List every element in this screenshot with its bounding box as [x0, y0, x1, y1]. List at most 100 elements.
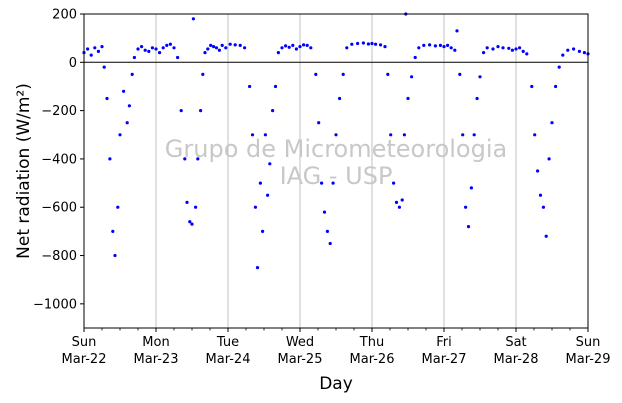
- data-point: [168, 42, 172, 46]
- data-point: [194, 205, 198, 209]
- data-point: [314, 72, 318, 76]
- data-point: [220, 43, 224, 48]
- data-point: [158, 51, 162, 55]
- data-point: [536, 169, 540, 173]
- data-point: [422, 43, 426, 48]
- x-tick-label-day: Mon: [142, 335, 169, 350]
- data-point: [266, 193, 270, 197]
- data-point: [201, 72, 205, 76]
- x-axis-label: Day: [319, 374, 353, 394]
- data-point: [350, 42, 354, 46]
- data-point: [501, 46, 505, 50]
- data-point: [572, 47, 576, 51]
- data-point: [386, 72, 390, 76]
- data-point: [258, 181, 262, 185]
- data-point: [317, 121, 321, 125]
- data-point: [280, 46, 284, 50]
- watermark: Grupo de Micrometeorologia IAG - USP: [165, 135, 507, 190]
- data-point: [541, 205, 546, 209]
- data-point: [472, 133, 476, 137]
- x-tick-label-date: Mar-27: [422, 352, 467, 367]
- data-point: [214, 46, 219, 50]
- data-point: [417, 46, 421, 50]
- data-point: [102, 65, 106, 69]
- data-point: [345, 46, 349, 50]
- data-point: [276, 51, 280, 55]
- x-tick-label-date: Mar-29: [566, 352, 611, 367]
- data-point: [491, 47, 495, 51]
- x-tick-label-day: Tue: [216, 335, 239, 350]
- x-tick-label-day: Sun: [576, 335, 601, 350]
- data-point: [191, 17, 195, 21]
- data-point: [533, 133, 537, 137]
- x-axis-ticks: Sun Mar-22 Mon Mar-23 Tue Mar-24 Wed Mar-25 Thu M…: [62, 328, 611, 367]
- x-tick-label-day: Fri: [436, 335, 452, 350]
- data-point: [428, 43, 432, 47]
- data-point: [442, 45, 446, 49]
- data-point: [161, 46, 165, 50]
- data-point: [228, 42, 232, 46]
- data-point: [253, 205, 257, 209]
- data-point: [179, 109, 183, 113]
- data-point: [263, 133, 267, 137]
- data-point: [183, 157, 187, 161]
- data-point: [284, 44, 288, 48]
- data-point: [287, 45, 291, 49]
- data-point: [453, 48, 457, 52]
- data-point: [238, 43, 242, 48]
- data-point: [482, 51, 486, 55]
- x-tick-label-date: Mar-28: [494, 352, 539, 367]
- data-point: [356, 41, 360, 46]
- data-point: [530, 84, 534, 89]
- data-point: [461, 133, 465, 137]
- data-point: [507, 46, 511, 50]
- data-point: [400, 198, 404, 202]
- data-point: [547, 157, 551, 161]
- data-point: [250, 133, 255, 137]
- data-point: [165, 43, 169, 48]
- data-point: [374, 42, 378, 46]
- data-point: [243, 46, 247, 50]
- data-point: [485, 46, 489, 50]
- data-point: [525, 52, 529, 56]
- data-point: [397, 205, 401, 209]
- data-point: [478, 75, 482, 79]
- data-point: [196, 157, 200, 161]
- data-point: [147, 49, 151, 54]
- data-point: [255, 266, 260, 270]
- data-point: [320, 181, 324, 185]
- data-point: [383, 45, 387, 49]
- data-point: [271, 109, 275, 113]
- data-point: [89, 53, 93, 57]
- data-point: [328, 241, 332, 246]
- data-point: [273, 84, 278, 89]
- data-point: [140, 45, 144, 49]
- data-points: [82, 12, 590, 270]
- x-tick-label-day: Sat: [505, 335, 526, 350]
- data-point: [96, 49, 100, 54]
- data-point: [510, 48, 514, 52]
- data-point: [389, 133, 393, 137]
- data-point: [458, 72, 462, 76]
- data-point: [150, 46, 154, 50]
- y-tick-label: −800: [41, 249, 77, 264]
- data-point: [125, 121, 129, 125]
- data-point: [496, 45, 500, 49]
- data-point: [466, 225, 471, 229]
- data-point: [127, 104, 131, 108]
- y-tick-label: −400: [41, 152, 77, 167]
- data-point: [379, 43, 383, 47]
- data-point: [212, 45, 216, 49]
- data-point: [406, 96, 410, 101]
- data-point: [261, 229, 265, 233]
- data-point: [118, 133, 122, 137]
- y-axis-ticks: 200 0 −200 −400 −600 −800 −1000: [33, 8, 84, 312]
- x-tick-label-date: Mar-25: [278, 352, 323, 367]
- data-point: [341, 72, 345, 76]
- data-point: [370, 41, 374, 46]
- data-point: [113, 253, 117, 258]
- data-point: [190, 222, 194, 226]
- data-point: [108, 157, 112, 161]
- y-axis-label: Net radiation (W/m²): [14, 83, 34, 259]
- y-tick-label: 0: [69, 56, 77, 71]
